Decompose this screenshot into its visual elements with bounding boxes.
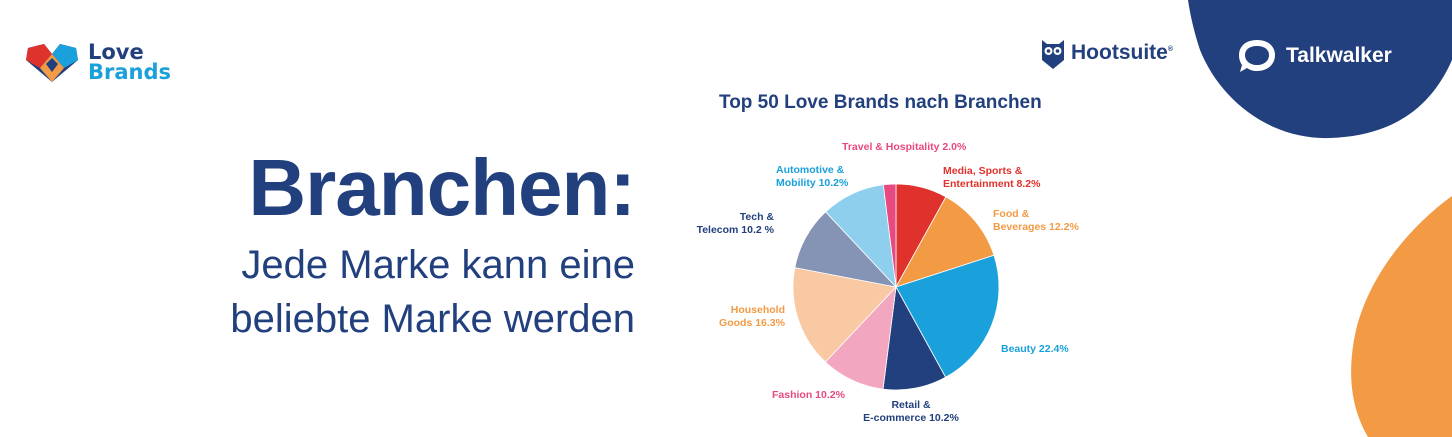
heart-logo-icon — [26, 44, 78, 82]
slice-label-line: Media, Sports & — [943, 165, 1023, 177]
slice-label-line: Automotive & — [776, 164, 845, 176]
slice-label: Beauty 22.4% — [1001, 343, 1069, 355]
navy-blob — [1188, 0, 1452, 139]
slice-label-line: Household — [731, 304, 785, 316]
slice-label-line: Retail & — [891, 399, 931, 411]
page-title: Branchen: — [248, 143, 636, 232]
pie-slice — [882, 183, 897, 288]
subtitle-line-1: Jede Marke kann eine — [241, 243, 635, 287]
pie-slice — [895, 254, 1000, 378]
slice-label-line: Telecom 10.2 % — [697, 224, 775, 236]
orange-swoosh — [1351, 196, 1452, 437]
slice-label: Retail & E-commerce 10.2% — [863, 399, 959, 424]
slice-label: Food & Beverages 12.2% — [993, 208, 1079, 233]
hootsuite-wordmark: Hootsuite® — [1071, 41, 1173, 64]
slice-label-line: Mobility 10.2% — [776, 177, 849, 189]
pie-slice — [895, 196, 995, 288]
headline: Branchen: Jede Marke kann eine beliebte … — [230, 138, 636, 346]
slice-label: Fashion 10.2% — [772, 389, 846, 401]
slice-label-line: E-commerce 10.2% — [863, 412, 959, 424]
slice-label-line: Beverages 12.2% — [993, 221, 1079, 233]
pie-slice — [792, 267, 897, 363]
slice-label-line: Travel & Hospitality 2.0% — [842, 141, 967, 153]
slice-label: Household Goods 16.3% — [719, 304, 786, 329]
owl-icon — [1042, 40, 1064, 69]
slice-label-line: Goods 16.3% — [719, 317, 786, 329]
chart-title: Top 50 Love Brands nach Branchen — [719, 92, 1042, 113]
slice-label: Tech & Telecom 10.2 % — [697, 211, 775, 236]
logo-text-brands: Brands — [88, 60, 172, 84]
slice-label-line: Tech & — [740, 211, 775, 223]
hootsuite-logo: Hootsuite® — [1040, 36, 1173, 70]
slice-label: Media, Sports & Entertainment 8.2% — [943, 165, 1041, 190]
love-brands-logo: Love Brands — [22, 40, 171, 84]
slice-label-line: Food & — [993, 208, 1030, 220]
slice-label-line: Fashion 10.2% — [772, 389, 846, 401]
slice-label-line: Beauty 22.4% — [1001, 343, 1069, 355]
chat-bubble-icon — [1239, 40, 1275, 72]
talkwalker-wordmark: Talkwalker — [1286, 44, 1392, 67]
logo-text-love: Love — [88, 40, 144, 64]
talkwalker-logo: Talkwalker — [1236, 36, 1392, 76]
slice-label: Automotive & Mobility 10.2% — [776, 164, 849, 189]
slice-label-line: Entertainment 8.2% — [943, 178, 1041, 190]
subtitle-line-2: beliebte Marke werden — [230, 297, 635, 341]
slice-label: Travel & Hospitality 2.0% — [842, 141, 967, 153]
